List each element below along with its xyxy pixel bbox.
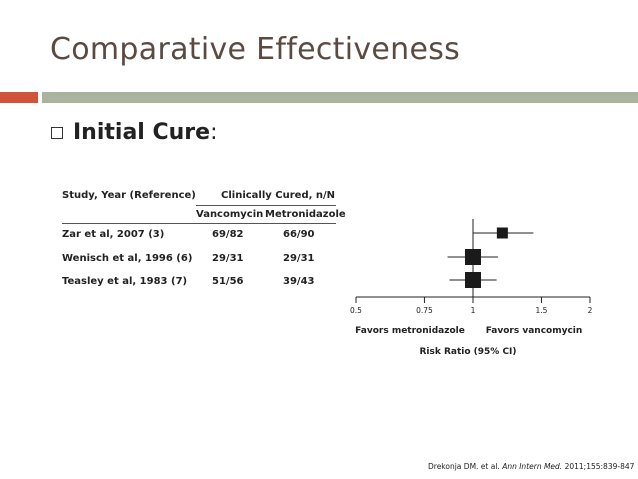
row-study: Zar et al, 2007 (3) — [62, 229, 165, 240]
x-tick-label: 1.5 — [535, 306, 547, 315]
table-group-header-text: Clinically Cured, n/N — [221, 190, 336, 201]
row-study: Teasley et al, 1983 (7) — [62, 276, 188, 287]
title-rule — [42, 92, 638, 103]
row-metro: 66/90 — [283, 229, 315, 240]
row-vanco: 29/31 — [212, 253, 244, 264]
citation-volume: 2011;155:839-847 — [562, 462, 635, 471]
title-rule-accent — [0, 92, 38, 103]
bullet-label: Initial Cure — [73, 120, 211, 145]
row-vanco: 51/56 — [212, 276, 244, 287]
table-header-rule — [62, 223, 336, 224]
point-estimate — [496, 227, 508, 239]
slide-title: Comparative Effectiveness — [50, 32, 461, 67]
row-study: Wenisch et al, 1996 (6) — [62, 253, 193, 264]
row-metro: 29/31 — [283, 253, 315, 264]
table-group-header: Clinically Cured, n/N — [221, 190, 335, 201]
favors-left-label: Favors metronidazole — [355, 326, 465, 336]
table-group-rule — [196, 205, 336, 206]
citation-authors: Drekonja DM. et al. — [428, 462, 503, 471]
point-estimate — [465, 272, 481, 288]
bullet-text: Initial Cure: — [73, 120, 218, 145]
x-tick-label: 1 — [471, 306, 476, 315]
table-col-metronidazole: Metronidazole — [265, 209, 346, 220]
favors-right-label: Favors vancomycin — [486, 326, 583, 336]
point-estimate — [465, 249, 481, 265]
citation-journal: Ann Intern Med. — [502, 462, 563, 471]
row-metro: 39/43 — [283, 276, 315, 287]
row-vanco: 69/82 — [212, 229, 244, 240]
table-study-header: Study, Year (Reference) — [62, 190, 196, 201]
x-tick-label: 2 — [588, 306, 593, 315]
x-tick-label: 0.75 — [416, 306, 433, 315]
citation: Drekonja DM. et al. Ann Intern Med. 2011… — [428, 462, 634, 471]
bullet-colon: : — [210, 120, 218, 145]
table-col-vancomycin: Vancomycin — [196, 209, 264, 220]
x-axis-title: Risk Ratio (95% CI) — [419, 347, 516, 357]
bullet-checkbox-icon — [51, 127, 63, 139]
forest-plot: 0.5 0.75 1 1.5 2 Favors metronidazole Favors v… — [350, 219, 593, 357]
x-tick-label: 0.5 — [350, 306, 362, 315]
